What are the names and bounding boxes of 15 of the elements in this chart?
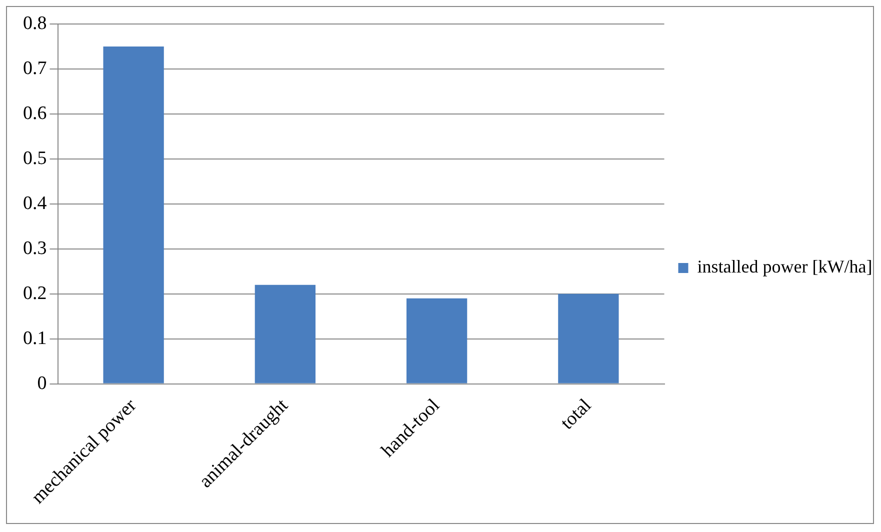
- bar: [103, 46, 164, 384]
- legend-label: installed power [kW/ha]: [697, 256, 872, 277]
- y-tick-label: 0.1: [23, 328, 47, 349]
- y-tick-label: 0.2: [23, 282, 47, 304]
- bar: [558, 294, 619, 384]
- bar: [406, 298, 468, 384]
- y-tick-label: 0.3: [23, 238, 47, 259]
- x-tick-label: total: [556, 395, 596, 434]
- bar: [254, 284, 316, 384]
- y-tick-label: 0.5: [23, 148, 47, 169]
- y-tick-label: 0.8: [23, 12, 47, 34]
- y-tick-label: 0: [37, 372, 47, 394]
- y-tick-label: 0.6: [23, 102, 47, 124]
- y-tick-label: 0.4: [23, 192, 48, 214]
- y-tick-label: 0.7: [23, 58, 47, 79]
